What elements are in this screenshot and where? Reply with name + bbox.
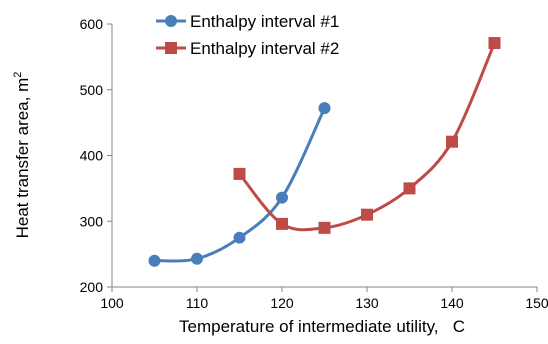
y-tick-label: 500 bbox=[80, 82, 104, 98]
series-1-point bbox=[318, 102, 331, 115]
series-1 bbox=[148, 102, 331, 267]
x-tick-label: 110 bbox=[186, 295, 209, 311]
y-tick-label: 400 bbox=[80, 148, 104, 164]
legend-swatch-marker bbox=[165, 42, 177, 54]
series-2-point bbox=[403, 182, 416, 195]
series-2 bbox=[233, 37, 501, 234]
series-1-point bbox=[233, 231, 246, 244]
series-2-point bbox=[276, 217, 288, 230]
series-2-point bbox=[361, 208, 373, 221]
x-tick-label: 150 bbox=[525, 295, 548, 311]
y-tick-label: 600 bbox=[80, 16, 104, 32]
series-2-point bbox=[446, 135, 458, 148]
legend: Enthalpy interval #1 Enthalpy interval #2 bbox=[156, 12, 339, 58]
series-2-point bbox=[318, 221, 331, 234]
x-tick-label: 100 bbox=[100, 295, 124, 311]
series-1-point bbox=[148, 254, 161, 267]
y-axis-title: Heat transfer area, m2 bbox=[12, 72, 32, 239]
series-2-point bbox=[488, 37, 501, 50]
series-1-point bbox=[276, 191, 288, 204]
series-layer bbox=[148, 37, 501, 267]
y-tick-label: 200 bbox=[80, 279, 104, 295]
y-tick-label: 300 bbox=[80, 213, 104, 229]
y-axis-title-superscript: 2 bbox=[12, 72, 24, 78]
legend-swatch-marker bbox=[165, 15, 177, 27]
legend-item-1: Enthalpy interval #1 bbox=[156, 12, 339, 31]
y-axis-title-text: Heat transfer area, m bbox=[13, 78, 32, 239]
x-tick-label: 130 bbox=[355, 295, 379, 311]
x-tick-label: 140 bbox=[440, 295, 464, 311]
axes: 200 300 400 500 600 100 110 120 130 140 150 bbox=[80, 16, 548, 311]
x-tick-label: 120 bbox=[270, 295, 294, 311]
legend-label: Enthalpy interval #1 bbox=[190, 12, 339, 31]
series-2-point bbox=[233, 167, 246, 180]
series-1-point bbox=[191, 252, 203, 265]
x-axis-title: Temperature of intermediate utility, C bbox=[179, 317, 465, 336]
legend-item-2: Enthalpy interval #2 bbox=[156, 39, 339, 58]
legend-label: Enthalpy interval #2 bbox=[190, 39, 339, 58]
